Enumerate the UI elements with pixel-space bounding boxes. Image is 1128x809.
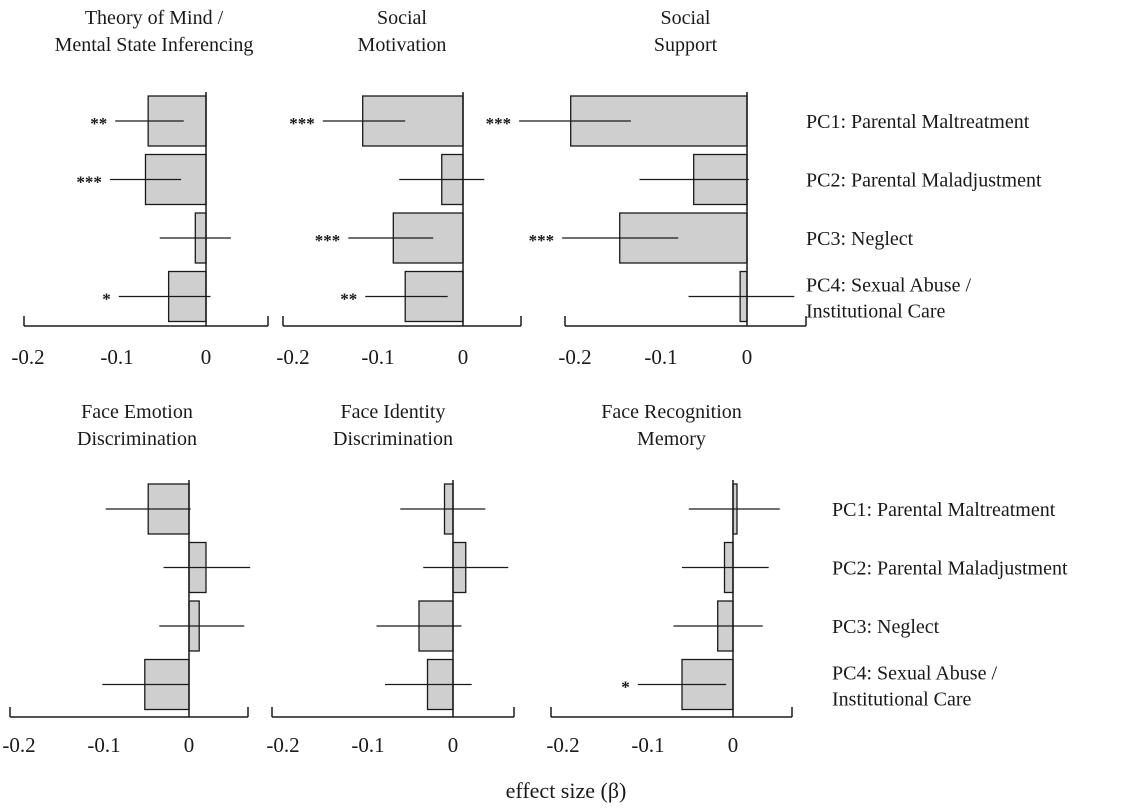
row-label: PC1: Parental Maltreatment xyxy=(806,111,1030,133)
significance-marker: * xyxy=(621,678,630,697)
panel-6: Face Recognition Memory * -0.2 -0.1 0 xyxy=(546,401,793,757)
row-label: Institutional Care xyxy=(806,301,946,323)
row-label: PC2: Parental Maladjustment xyxy=(832,558,1068,580)
significance-marker: *** xyxy=(289,114,315,133)
row-label: PC1: Parental Maltreatment xyxy=(832,499,1056,521)
panel-title: Face Recognition xyxy=(601,401,742,423)
significance-marker: *** xyxy=(486,114,512,133)
x-tick-label: 0 xyxy=(184,733,195,757)
significance-marker: *** xyxy=(76,173,102,192)
row-label: PC4: Sexual Abuse / xyxy=(832,663,997,685)
row-label: PC3: Neglect xyxy=(806,228,914,250)
x-tick-label: 0 xyxy=(448,733,459,757)
panel-title: Mental State Inferencing xyxy=(55,34,254,56)
row-label: PC4: Sexual Abuse / xyxy=(806,275,971,297)
x-tick-label: 0 xyxy=(458,345,469,369)
row-labels: PC1: Parental Maltreatment PC2: Parental … xyxy=(806,111,1068,711)
x-tick-label: -0.2 xyxy=(266,733,299,757)
x-tick-label: 0 xyxy=(201,345,212,369)
panels: Theory of Mind / Mental State Inferencing… xyxy=(2,7,807,757)
x-tick-label: -0.1 xyxy=(100,345,133,369)
panel-1: Theory of Mind / Mental State Inferencing… xyxy=(11,7,269,369)
row-label: PC2: Parental Maladjustment xyxy=(806,170,1042,192)
x-axis-label: effect size (β) xyxy=(506,778,627,803)
significance-marker: ** xyxy=(90,114,107,133)
panel-title: Discrimination xyxy=(77,428,197,450)
x-tick-label: -0.2 xyxy=(11,345,44,369)
panel-title: Face Identity xyxy=(341,401,446,423)
significance-marker: * xyxy=(102,290,111,309)
panel-title: Face Emotion xyxy=(81,401,193,423)
x-tick-label: 0 xyxy=(742,345,753,369)
x-tick-label: -0.2 xyxy=(546,733,579,757)
panel-3: Social Support *** *** -0.2 -0.1 0 xyxy=(486,7,807,369)
significance-marker: *** xyxy=(529,231,555,250)
x-tick-label: -0.2 xyxy=(276,345,309,369)
row-label: PC3: Neglect xyxy=(832,616,940,638)
x-tick-label: -0.1 xyxy=(361,345,394,369)
row-label: Institutional Care xyxy=(832,689,972,711)
panel-title: Discrimination xyxy=(333,428,453,450)
panel-title: Theory of Mind / xyxy=(85,7,224,29)
x-tick-label: -0.2 xyxy=(558,345,591,369)
significance-marker: *** xyxy=(315,231,341,250)
panel-title: Social xyxy=(661,7,711,29)
panel-title: Social xyxy=(377,7,427,29)
x-tick-label: -0.1 xyxy=(87,733,120,757)
x-tick-label: -0.2 xyxy=(2,733,35,757)
panel-5: Face Identity Discrimination -0.2 -0.1 0 xyxy=(266,401,515,757)
x-tick-label: -0.1 xyxy=(631,733,664,757)
x-tick-label: -0.1 xyxy=(351,733,384,757)
panel-title: Memory xyxy=(637,428,706,450)
panel-title: Support xyxy=(654,34,718,56)
x-tick-label: 0 xyxy=(728,733,739,757)
significance-marker: ** xyxy=(340,290,357,309)
x-tick-label: -0.1 xyxy=(644,345,677,369)
panel-title: Motivation xyxy=(358,34,447,56)
panel-4: Face Emotion Discrimination -0.2 -0.1 0 xyxy=(2,401,251,757)
